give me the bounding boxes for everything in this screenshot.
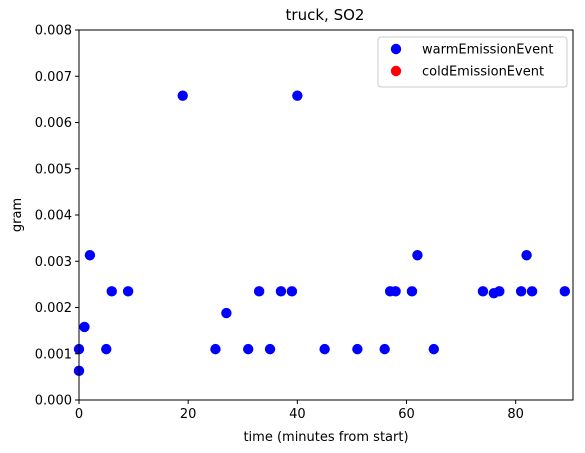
data-point-warmEmissionEvent-10 <box>243 343 254 355</box>
data-point-warmEmissionEvent-16 <box>319 343 330 355</box>
y-tick-label: 0.007 <box>35 70 72 85</box>
x-tick-label: 80 <box>507 407 524 422</box>
y-tick-label: 0.003 <box>35 255 72 270</box>
legend-marker-warmEmissionEvent <box>390 43 402 55</box>
legend-box <box>377 36 568 88</box>
data-point-warmEmissionEvent-22 <box>412 250 423 261</box>
y-tick-label: 0.001 <box>35 347 72 362</box>
data-point-warmEmissionEvent-20 <box>390 286 401 297</box>
data-point-warmEmissionEvent-12 <box>264 343 276 355</box>
x-tick-label: 0 <box>75 407 83 422</box>
data-point-warmEmissionEvent-9 <box>221 307 232 319</box>
data-point-warmEmissionEvent-24 <box>477 286 489 297</box>
x-tick-label: 20 <box>180 407 197 422</box>
data-point-warmEmissionEvent-11 <box>253 286 265 297</box>
data-point-warmEmissionEvent-14 <box>286 286 298 297</box>
data-point-warmEmissionEvent-28 <box>521 250 532 261</box>
y-tick-label: 0.000 <box>35 394 72 409</box>
y-tick-label: 0.005 <box>35 162 72 177</box>
data-point-warmEmissionEvent-3 <box>84 250 96 261</box>
legend-label-coldEmissionEvent: coldEmissionEvent <box>422 65 544 80</box>
data-point-warmEmissionEvent-29 <box>526 286 538 297</box>
legend-marker-coldEmissionEvent <box>390 65 402 77</box>
chart-title: truck, SO2 <box>286 6 365 24</box>
legend: warmEmissionEvent coldEmissionEvent <box>377 36 568 88</box>
legend-label-warmEmissionEvent: warmEmissionEvent <box>422 43 553 58</box>
data-point-warmEmissionEvent-4 <box>101 343 112 355</box>
x-tick-label: 40 <box>289 407 306 422</box>
data-point-warmEmissionEvent-13 <box>275 286 287 297</box>
data-point-warmEmissionEvent-2 <box>79 321 90 333</box>
data-point-warmEmissionEvent-5 <box>106 286 117 297</box>
plot-area: 0 20 40 60 80 0.000 0.001 0.002 0.003 0.004 0.005 0… <box>35 24 574 422</box>
data-point-warmEmissionEvent-26 <box>494 286 505 297</box>
y-axis-label: gram <box>10 198 25 232</box>
x-tick-label: 60 <box>398 407 415 422</box>
y-tick-label: 0.002 <box>35 301 72 316</box>
data-point-warmEmissionEvent-17 <box>352 343 363 355</box>
data-point-warmEmissionEvent-15 <box>292 90 303 101</box>
x-axis-label: time (minutes from start) <box>243 430 408 445</box>
y-tick-label: 0.008 <box>35 24 72 39</box>
data-point-warmEmissionEvent-30 <box>559 286 571 297</box>
data-point-warmEmissionEvent-21 <box>406 286 418 297</box>
y-tick-label: 0.006 <box>35 116 72 131</box>
data-point-warmEmissionEvent-18 <box>379 343 390 355</box>
data-point-warmEmissionEvent-7 <box>177 90 188 101</box>
data-point-warmEmissionEvent-6 <box>122 286 134 297</box>
data-point-warmEmissionEvent-27 <box>515 286 527 297</box>
data-point-warmEmissionEvent-23 <box>428 343 440 355</box>
y-tick-label: 0.004 <box>35 209 72 224</box>
data-point-warmEmissionEvent-8 <box>210 343 221 355</box>
